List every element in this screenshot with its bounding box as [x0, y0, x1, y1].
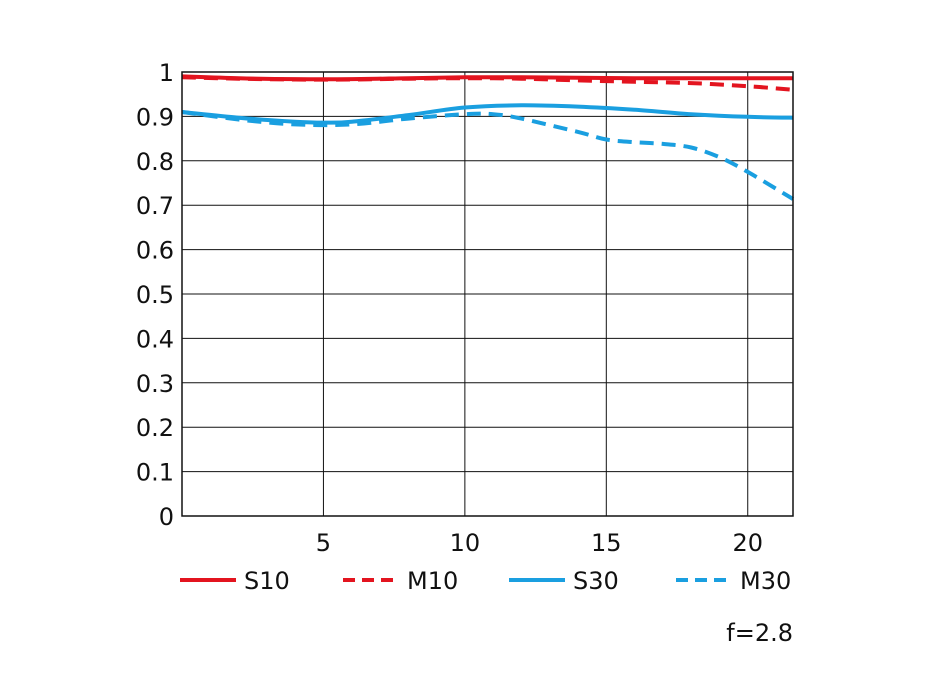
legend: S10 M10 S30 M30 [180, 567, 791, 595]
y-tick-label: 0.9 [136, 103, 174, 131]
x-tick-label: 15 [591, 529, 622, 557]
aperture-annotation: f=2.8 [726, 619, 793, 647]
series-line-s30 [181, 103, 794, 125]
grid-lines [182, 71, 793, 517]
series-layer [181, 74, 795, 201]
y-tick-label: 0 [159, 503, 174, 531]
y-tick-label: 0.6 [136, 237, 174, 265]
y-tick-label: 0.5 [136, 281, 174, 309]
y-tick-label: 0.1 [136, 459, 174, 487]
y-axis-tick-labels: 0 0.1 0.2 0.3 0.4 0.5 0.6 0.7 0.8 0.9 1 [136, 59, 174, 531]
x-axis-tick-labels: 5 10 15 20 [316, 529, 763, 557]
y-tick-label: 0.7 [136, 192, 174, 220]
series-line-m30 [181, 110, 795, 201]
x-tick-label: 10 [450, 529, 481, 557]
x-tick-label: 5 [316, 529, 331, 557]
series-line-m10 [181, 75, 794, 92]
y-tick-label: 0.3 [136, 370, 174, 398]
x-tick-label: 20 [732, 529, 763, 557]
legend-label-s10: S10 [244, 567, 290, 595]
plot-frame [181, 71, 794, 517]
legend-label-s30: S30 [573, 567, 619, 595]
legend-label-m30: M30 [740, 567, 791, 595]
y-tick-label: 1 [159, 59, 174, 87]
y-tick-label: 0.8 [136, 148, 174, 176]
legend-label-m10: M10 [407, 567, 458, 595]
y-tick-label: 0.2 [136, 414, 174, 442]
y-tick-label: 0.4 [136, 325, 174, 353]
